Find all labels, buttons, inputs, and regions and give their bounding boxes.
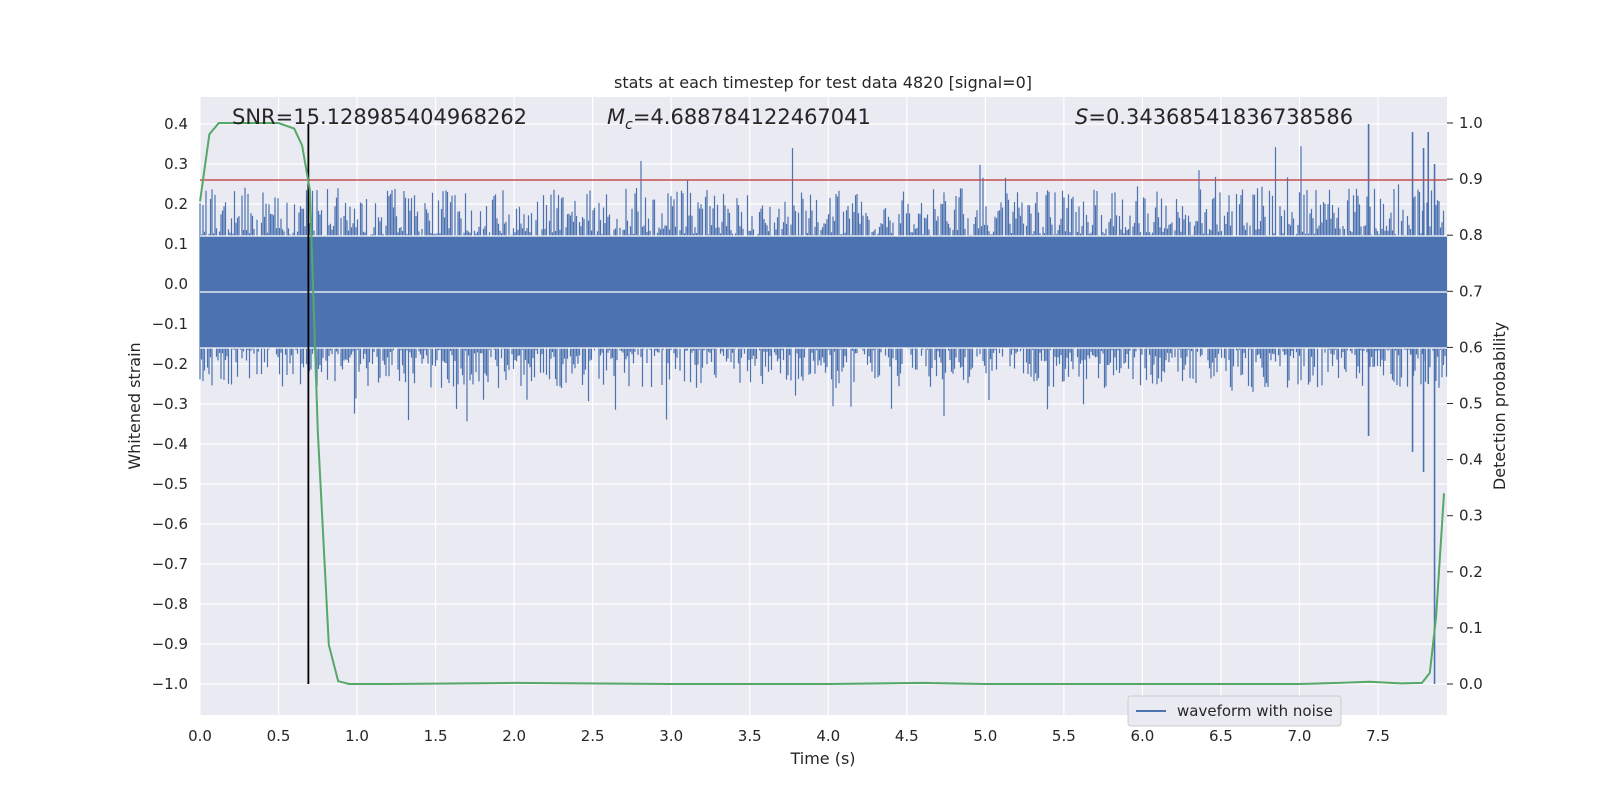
y2-tick-label: 0.6 (1459, 338, 1483, 356)
x-tick-label: 5.0 (973, 727, 997, 745)
x-tick-label: 3.5 (738, 727, 762, 745)
y2-tick-label: 0.1 (1459, 619, 1483, 637)
x-tick-label: 7.0 (1288, 727, 1312, 745)
x-tick-label: 1.5 (424, 727, 448, 745)
y-tick-label: 0.2 (164, 195, 188, 213)
y2-tick-label: 0.3 (1459, 507, 1483, 525)
legend: waveform with noise (1127, 695, 1342, 727)
y2-tick-label: 1.0 (1459, 114, 1483, 132)
y-tick-label: 0.1 (164, 235, 188, 253)
y-tick-label: −0.7 (152, 555, 188, 573)
y2-tick-label: 0.5 (1459, 395, 1483, 413)
y2-tick-label: 0.7 (1459, 282, 1483, 300)
plot-background (200, 97, 1447, 715)
x-tick-label: 1.0 (345, 727, 369, 745)
y-axis-label: Whitened strain (125, 342, 144, 469)
y-tick-label: −0.1 (152, 315, 188, 333)
chirp-mass-annotation: Mc=4.688784122467041 (607, 105, 871, 133)
x-tick-label: 3.0 (659, 727, 683, 745)
s-symbol: S (1075, 105, 1088, 129)
s-value: =0.34368541836738586 (1088, 105, 1353, 129)
chart-title: stats at each timestep for test data 482… (614, 73, 1032, 92)
legend-label: waveform with noise (1177, 702, 1333, 720)
y2-tick-label: 0.0 (1459, 675, 1483, 693)
y-tick-label: −0.4 (152, 435, 188, 453)
x-tick-label: 4.0 (816, 727, 840, 745)
x-tick-label: 2.5 (581, 727, 605, 745)
x-tick-label: 4.5 (895, 727, 919, 745)
x-tick-label: 6.0 (1130, 727, 1154, 745)
chirp-mass-symbol: M (607, 105, 625, 129)
x-axis-label: Time (s) (789, 749, 855, 768)
snr-annotation: SNR=15.128985404968262 (232, 105, 527, 129)
x-tick-label: 2.0 (502, 727, 526, 745)
y-tick-label: 0.0 (164, 275, 188, 293)
chirp-mass-subscript: c (625, 117, 633, 133)
y2-axis-label: Detection probability (1490, 322, 1509, 490)
legend-box (1127, 695, 1342, 727)
y2-tick-label: 0.9 (1459, 170, 1483, 188)
overlay (199, 122, 1447, 685)
y-tick-label: 0.4 (164, 115, 188, 133)
x-tick-label: 0.0 (188, 727, 212, 745)
chirp-mass-value: =4.688784122467041 (633, 105, 871, 129)
y2-tick-label: 0.2 (1459, 563, 1483, 581)
y-tick-label: −0.9 (152, 635, 188, 653)
y2-tick-label: 0.4 (1459, 451, 1483, 469)
y-tick-label: 0.3 (164, 155, 188, 173)
y-tick-label: −0.2 (152, 355, 188, 373)
x-tick-label: 7.5 (1366, 727, 1390, 745)
y-tick-label: −0.6 (152, 515, 188, 533)
ticks: 0.0 0.5 1.0 1.5 2.0 2.5 3.0 3.5 4.0 4.5 5.0 5.5 6.0 6… (152, 114, 1483, 745)
waveform-series (199, 124, 1448, 684)
detection-probability-line (199, 122, 1445, 685)
s-annotation: S=0.34368541836738586 (1075, 105, 1353, 129)
y-tick-label: −0.3 (152, 395, 188, 413)
x-tick-label: 5.5 (1052, 727, 1076, 745)
x-tick-label: 0.5 (267, 727, 291, 745)
x-tick-label: 6.5 (1209, 727, 1233, 745)
y-tick-label: −0.8 (152, 595, 188, 613)
y-tick-label: −1.0 (152, 675, 188, 693)
y-tick-label: −0.5 (152, 475, 188, 493)
y2-tick-label: 0.8 (1459, 226, 1483, 244)
